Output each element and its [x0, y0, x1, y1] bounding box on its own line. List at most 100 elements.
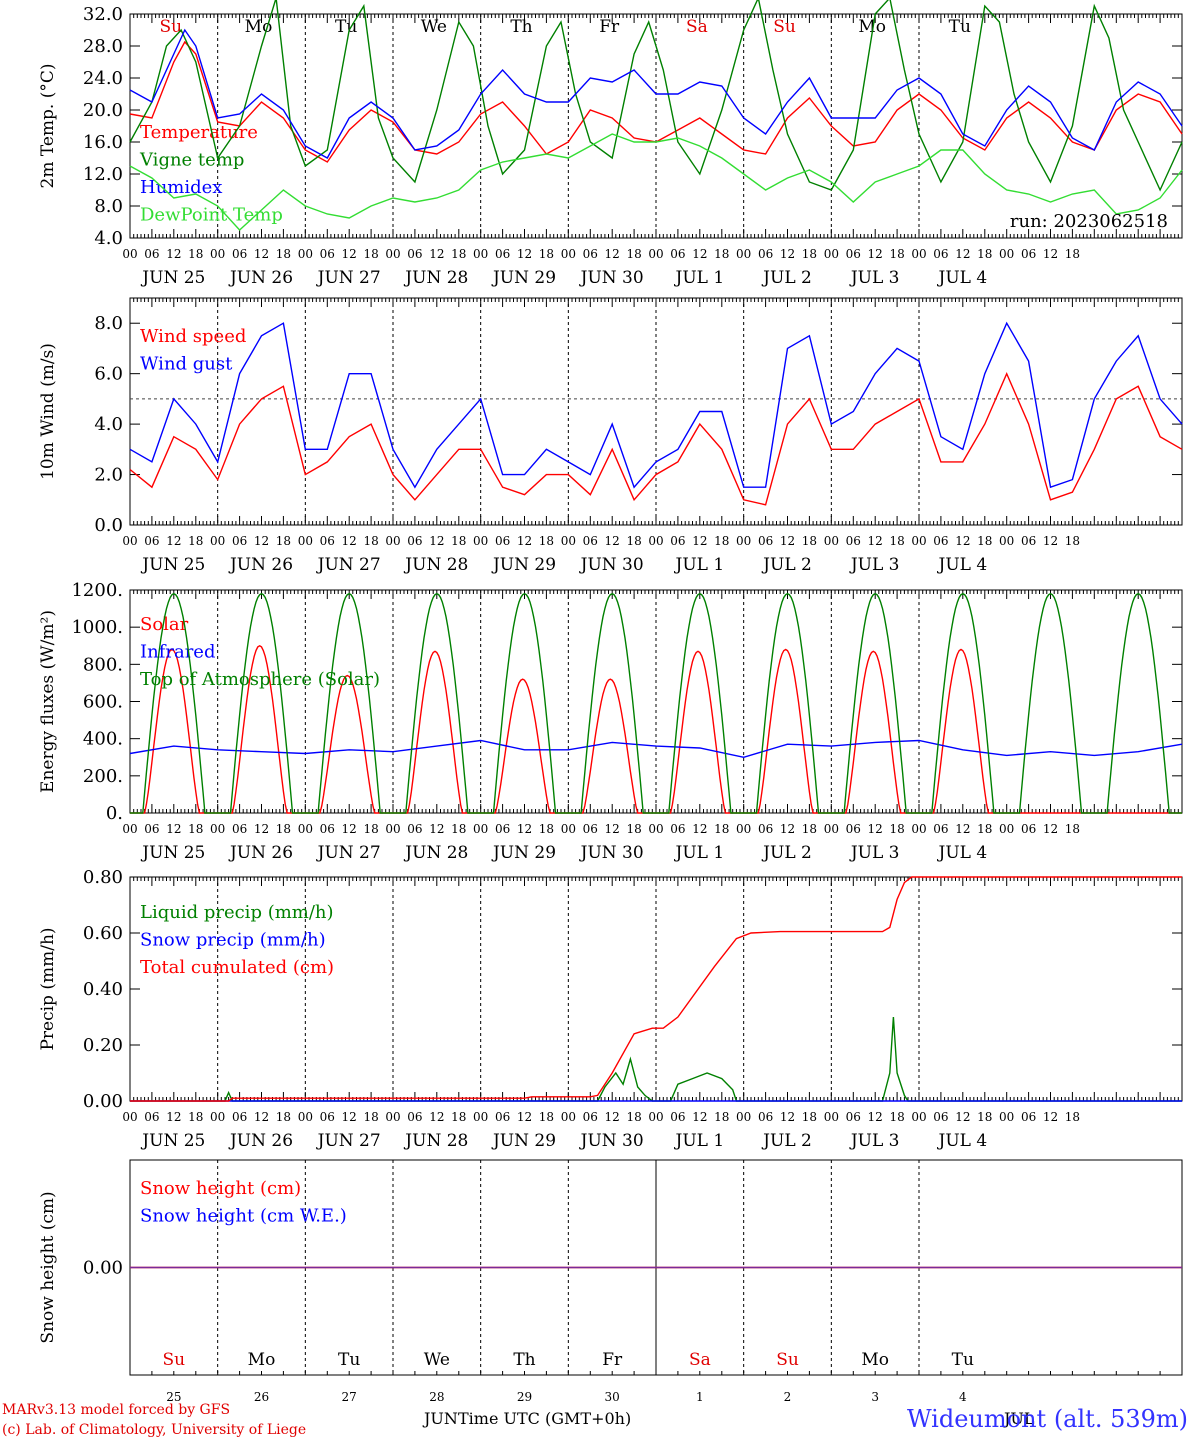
- hour-tick-label: 06: [846, 534, 861, 548]
- date-label: JUN 27: [316, 268, 381, 288]
- hour-tick-label: 00: [473, 247, 488, 261]
- series-line-infrared: [129, 739, 1183, 759]
- series-line-vigne-temp: [129, 0, 1183, 192]
- hour-tick-label: 12: [868, 534, 883, 548]
- y-axis-title: Snow height (cm): [38, 1191, 58, 1343]
- hour-tick-label: 00: [824, 1110, 839, 1124]
- weekday-label: Tu: [335, 17, 357, 37]
- hour-tick-label: 18: [977, 534, 992, 548]
- hour-tick-label: 12: [342, 534, 357, 548]
- hour-tick-label: 18: [1065, 534, 1080, 548]
- panel-4: 0.00 0.20 0.40 0.60 0.80 Precip (mm/h) 00 06 12 1…: [38, 867, 1183, 1151]
- series-line-liquid-precip-mm-h: [130, 1016, 1182, 1102]
- hour-tick-label: 18: [977, 1110, 992, 1124]
- hour-tick-label: 12: [692, 534, 707, 548]
- day-number-label: 25: [166, 1390, 181, 1404]
- hour-tick-label: 06: [670, 534, 685, 548]
- hour-tick-label: 00: [122, 534, 137, 548]
- hour-tick-label: 00: [122, 247, 137, 261]
- hour-tick-label: 00: [999, 1110, 1014, 1124]
- y-tick-label: 4.0: [94, 414, 123, 435]
- y-tick-label: 28.0: [83, 36, 123, 57]
- date-label: JUL 1: [674, 1131, 725, 1151]
- footer-lab: (c) Lab. of Climatology, University of L…: [2, 1422, 306, 1438]
- hour-tick-label: 00: [561, 1110, 576, 1124]
- hour-tick-label: 06: [583, 1110, 598, 1124]
- y-tick-label: 0.0: [94, 515, 123, 536]
- y-tick-label: 0.80: [83, 867, 123, 888]
- hour-tick-label: 12: [1043, 1110, 1058, 1124]
- date-label: JUL 2: [761, 843, 812, 863]
- hour-tick-label: 00: [736, 534, 751, 548]
- plot-frame: [129, 589, 1183, 814]
- date-label: JUL 1: [674, 555, 725, 575]
- hour-tick-label: 00: [648, 822, 663, 836]
- hour-tick-label: 12: [780, 247, 795, 261]
- hour-tick-label: 12: [1043, 534, 1058, 548]
- hour-tick-label: 18: [276, 1110, 291, 1124]
- hour-tick-label: 06: [670, 822, 685, 836]
- hour-tick-label: 06: [495, 247, 510, 261]
- legend-entry: Infrared: [140, 642, 215, 663]
- hour-tick-label: 18: [188, 534, 203, 548]
- hour-tick-label: 12: [429, 1110, 444, 1124]
- weekday-label: Fr: [599, 17, 620, 37]
- hour-tick-label: 18: [1065, 247, 1080, 261]
- hour-tick-label: 12: [780, 534, 795, 548]
- hour-tick-label: 00: [473, 534, 488, 548]
- hour-tick-label: 06: [583, 247, 598, 261]
- hour-tick-label: 00: [824, 534, 839, 548]
- day-number-label: 26: [254, 1390, 269, 1404]
- hour-tick-label: 18: [1065, 1110, 1080, 1124]
- date-label: JUN 29: [491, 843, 556, 863]
- station-label: Wideumont (alt. 539m): [907, 1405, 1188, 1433]
- hour-tick-label: 12: [166, 822, 181, 836]
- hour-tick-label: 18: [188, 247, 203, 261]
- y-tick-label: 1000.: [71, 617, 123, 638]
- hour-tick-label: 06: [407, 822, 422, 836]
- hour-tick-label: 18: [539, 534, 554, 548]
- day-number-label: 28: [429, 1390, 444, 1404]
- y-tick-label: 2.0: [94, 465, 123, 486]
- hour-tick-label: 06: [495, 822, 510, 836]
- date-label: JUL 4: [937, 268, 988, 288]
- day-number-label: 27: [342, 1390, 357, 1404]
- legend-entry: Wind speed: [140, 326, 246, 347]
- hour-tick-label: 12: [955, 1110, 970, 1124]
- hour-tick-label: 06: [583, 822, 598, 836]
- hour-tick-label: 00: [473, 1110, 488, 1124]
- weekday-label: We: [424, 1350, 450, 1370]
- hour-tick-label: 06: [1021, 534, 1036, 548]
- hour-tick-label: 18: [276, 534, 291, 548]
- hour-tick-label: 12: [517, 1110, 532, 1124]
- hour-tick-label: 06: [232, 247, 247, 261]
- weekday-label: Mo: [248, 1350, 276, 1370]
- hour-tick-label: 12: [254, 822, 269, 836]
- y-tick-label: 8.0: [94, 196, 123, 217]
- hour-tick-label: 18: [539, 247, 554, 261]
- y-tick-label: 4.0: [94, 228, 123, 249]
- hour-tick-label: 18: [714, 1110, 729, 1124]
- hour-tick-label: 18: [626, 247, 641, 261]
- date-label: JUN 25: [140, 1131, 205, 1151]
- y-tick-label: 600.: [83, 692, 123, 713]
- legend-entry: Wind gust: [140, 354, 233, 375]
- hour-tick-label: 12: [955, 247, 970, 261]
- footer-time-axis: Time UTC (GMT+0h): [458, 1409, 631, 1428]
- hour-tick-label: 00: [385, 247, 400, 261]
- y-tick-label: 0.20: [83, 1035, 123, 1056]
- y-tick-label: 16.0: [83, 132, 123, 153]
- hour-tick-label: 18: [188, 822, 203, 836]
- hour-tick-label: 12: [517, 822, 532, 836]
- hour-tick-label: 06: [320, 534, 335, 548]
- y-tick-label: 24.0: [83, 68, 123, 89]
- hour-tick-label: 00: [911, 247, 926, 261]
- date-label: JUL 3: [849, 268, 900, 288]
- y-tick-label: 32.0: [83, 4, 123, 25]
- hour-tick-label: 00: [210, 534, 225, 548]
- weekday-label: Th: [513, 1350, 535, 1370]
- hour-tick-label: 12: [868, 1110, 883, 1124]
- y-tick-label: 0.60: [83, 923, 123, 944]
- hour-tick-label: 12: [342, 822, 357, 836]
- y-axis-title: 10m Wind (m/s): [38, 343, 58, 480]
